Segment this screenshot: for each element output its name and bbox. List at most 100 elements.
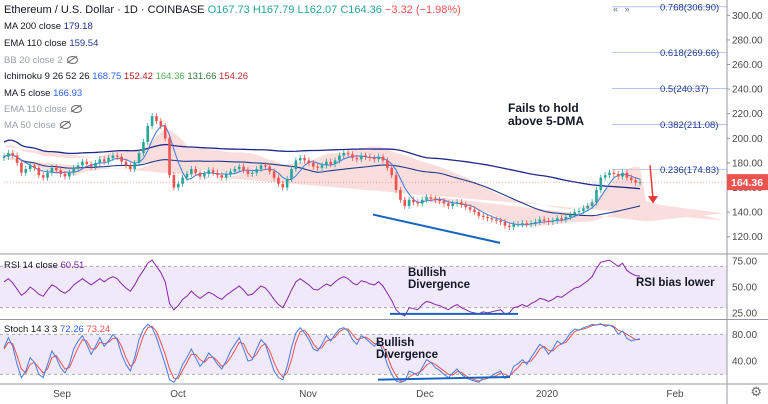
candle-body bbox=[311, 162, 315, 167]
candle-body bbox=[264, 165, 267, 167]
candle-body bbox=[98, 159, 102, 163]
candle-body bbox=[176, 183, 180, 188]
candle-body bbox=[547, 220, 550, 222]
ma200-label: MA 200 close bbox=[4, 21, 62, 32]
legend-rsi[interactable]: RSI 14 close 60.51 bbox=[4, 260, 84, 271]
candle-body bbox=[107, 157, 110, 162]
stoch-label: Stoch 14 3 3 bbox=[4, 324, 58, 335]
candle-body bbox=[172, 175, 176, 188]
ma5-label: MA 5 close bbox=[4, 88, 51, 99]
candle-body bbox=[229, 171, 232, 174]
candle-body bbox=[76, 165, 80, 168]
candle-body bbox=[368, 156, 372, 158]
hidden-eye-icon[interactable] bbox=[66, 56, 78, 65]
candle-body bbox=[15, 155, 19, 163]
fib-level-label: 0.768(306.90) bbox=[660, 2, 719, 13]
candle-body bbox=[412, 199, 415, 203]
candle-body bbox=[625, 172, 629, 178]
fib-level-label: 0.618(269.66) bbox=[660, 48, 719, 59]
candle-body bbox=[442, 201, 446, 204]
candle-body bbox=[608, 172, 611, 176]
candle-body bbox=[233, 169, 237, 172]
candle-body bbox=[494, 219, 498, 221]
legend-ema110[interactable]: EMA 110 close 159.54 bbox=[4, 38, 98, 49]
candle-body bbox=[381, 156, 385, 161]
candle-body bbox=[37, 167, 41, 176]
annotation-text: Divergence bbox=[376, 349, 438, 361]
candle-body bbox=[94, 162, 97, 167]
candle-body bbox=[372, 157, 376, 160]
candle-body bbox=[181, 177, 184, 184]
candle-body bbox=[473, 209, 476, 213]
annotation-text: Divergence bbox=[408, 279, 470, 291]
candle-body bbox=[481, 215, 485, 218]
candle-body bbox=[146, 126, 150, 142]
candle-body bbox=[538, 219, 542, 222]
candle-body bbox=[111, 155, 115, 158]
candle-body bbox=[529, 223, 533, 225]
legend-ema110-hidden[interactable]: EMA 110 close bbox=[4, 104, 82, 115]
candle-body bbox=[490, 218, 494, 220]
ichimoku-cloud bbox=[4, 129, 724, 227]
candle-body bbox=[351, 154, 354, 158]
legend-stoch[interactable]: Stoch 14 3 3 72.26 73.24 bbox=[4, 324, 110, 335]
candle-body bbox=[11, 153, 15, 156]
legend-bb[interactable]: BB 20 close 2 bbox=[4, 55, 78, 66]
hidden-eye-icon[interactable] bbox=[70, 105, 82, 114]
candle-body bbox=[224, 173, 228, 178]
divergence-line bbox=[372, 213, 501, 244]
time-tick-label: Dec bbox=[416, 389, 434, 400]
candle-body bbox=[277, 177, 280, 184]
candle-body bbox=[28, 165, 32, 170]
candle-body bbox=[102, 159, 106, 162]
legend-ma200[interactable]: MA 200 close 179.18 bbox=[4, 21, 93, 32]
candle-body bbox=[203, 173, 206, 177]
gear-icon[interactable]: ⚙ bbox=[750, 384, 762, 399]
legend-ma50[interactable]: MA 50 close bbox=[4, 120, 71, 131]
rsi-band bbox=[0, 266, 727, 308]
candle-body bbox=[621, 172, 624, 177]
fib-level-label: 0.382(211.08) bbox=[660, 120, 718, 131]
candle-body bbox=[216, 172, 219, 176]
ichimoku-v1: 168.75 bbox=[92, 71, 122, 82]
ema110-label: EMA 110 close bbox=[4, 38, 67, 49]
candle-body bbox=[342, 153, 346, 156]
candle-body bbox=[599, 177, 603, 190]
rsi-tick-label: 25.00 bbox=[732, 308, 757, 319]
ichimoku-v2: 152.42 bbox=[123, 71, 153, 82]
legend-ma5[interactable]: MA 5 close 166.93 bbox=[4, 88, 82, 99]
candle-body bbox=[124, 161, 128, 166]
candle-body bbox=[2, 156, 6, 158]
candle-body bbox=[377, 156, 380, 160]
candle-body bbox=[85, 161, 89, 165]
candle-body bbox=[464, 204, 468, 208]
stoch-tick-label: 40.00 bbox=[732, 357, 757, 368]
candle-body bbox=[438, 199, 441, 202]
candle-body bbox=[72, 167, 76, 173]
candle-body bbox=[185, 173, 189, 178]
stoch-k-value: 72.26 bbox=[60, 324, 84, 335]
ma200-line bbox=[3, 139, 641, 190]
candle-body bbox=[386, 160, 389, 168]
change-value: −3.32 (−1.98%) bbox=[384, 4, 461, 16]
stoch-tick-label: 80.00 bbox=[732, 330, 757, 341]
ma200-value: 179.18 bbox=[63, 21, 93, 32]
candle-body bbox=[50, 167, 54, 173]
candle-body bbox=[390, 167, 394, 176]
symbol-title[interactable]: Ethereum / U.S. Dollar · 1D · COINBASE bbox=[4, 4, 205, 16]
candle-body bbox=[634, 180, 637, 183]
legend-ichimoku[interactable]: Ichimoku 9 26 52 26 168.75 152.42 164.36… bbox=[4, 71, 248, 82]
candle-body bbox=[115, 155, 119, 157]
down-arrow-icon bbox=[648, 196, 658, 204]
candle-body bbox=[603, 175, 607, 178]
collapse-arrows-icon[interactable]: « » bbox=[613, 4, 632, 14]
candle-body bbox=[346, 153, 350, 155]
candle-body bbox=[250, 172, 254, 174]
candle-body bbox=[447, 203, 450, 206]
candle-body bbox=[503, 221, 507, 226]
hidden-eye-icon[interactable] bbox=[59, 121, 71, 130]
ichimoku-v5: 154.26 bbox=[219, 71, 249, 82]
low-value: L162.07 bbox=[297, 4, 338, 16]
candle-body bbox=[129, 165, 132, 170]
